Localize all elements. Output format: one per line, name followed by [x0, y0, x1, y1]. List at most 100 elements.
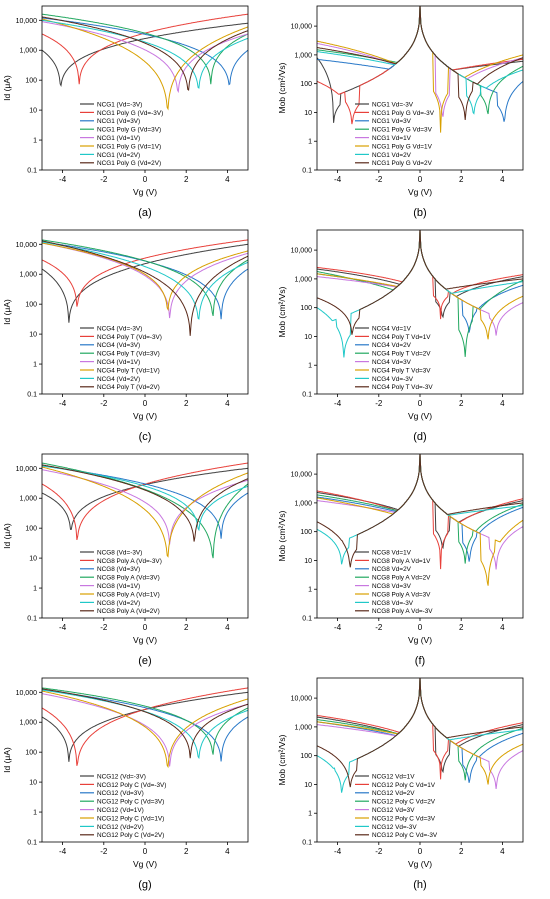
series-line: [42, 462, 248, 559]
y-axis-label: Mob (cm²/Vs): [277, 510, 287, 561]
series-line: [42, 693, 248, 767]
legend-entry: NCG4 Vd=-3V: [372, 376, 414, 383]
x-tick-label: 2: [459, 399, 464, 408]
y-axis-label: Mob (cm²/Vs): [277, 734, 287, 785]
legend-entry: NCG12 Poly C (Vd=-3V): [97, 782, 166, 789]
series-line: [317, 454, 523, 568]
series-line: [317, 678, 523, 785]
panel-caption: (e): [138, 655, 151, 667]
legend-entry: NCG12 (Vd=-3V): [97, 773, 146, 780]
legend-entry: NCG1 (Vd=1V): [97, 135, 140, 142]
legend-entry: NCG1 Poly G Vd=3V: [372, 127, 433, 134]
y-tick-label: 0.1: [27, 168, 37, 175]
legend-entry: NCG1 (Vd=2V): [97, 152, 140, 159]
y-axis-label: Id (μA): [2, 747, 12, 773]
y-tick-label: 0.1: [27, 616, 37, 623]
legend-entry: NCG1 Poly G (Vd=3V): [97, 127, 161, 134]
series-line: [317, 230, 523, 340]
series-line: [42, 243, 248, 323]
x-axis-label: Vg (V): [133, 187, 157, 197]
x-tick-label: -4: [334, 399, 342, 408]
legend-entry: NCG8 Vd=-3V: [372, 600, 414, 607]
legend-entry: NCG12 Poly C Vd=1V: [372, 782, 436, 789]
y-tick-label: 100: [300, 81, 312, 88]
series-line: [42, 466, 248, 558]
y-axis-label: Mob (cm²/Vs): [277, 62, 287, 113]
y-tick-label: 10: [29, 556, 37, 563]
x-tick-label: -4: [334, 847, 342, 856]
legend-entry: NCG12 (Vd=2V): [97, 824, 144, 831]
series-line: [317, 6, 523, 115]
series-line: [42, 13, 248, 85]
y-tick-label: 100: [25, 302, 37, 309]
y-tick-label: 1: [33, 362, 37, 369]
x-tick-label: -2: [375, 175, 383, 184]
series-line: [317, 454, 523, 586]
series-line: [42, 239, 248, 317]
series-line: [317, 230, 523, 336]
legend-entry: NCG12 Poly C (Vd=3V): [97, 799, 164, 806]
y-tick-label: 1,000: [19, 48, 37, 55]
legend-entry: NCG8 Poly A Vd=2V: [372, 575, 431, 582]
series-line: [317, 454, 523, 562]
series-line: [317, 6, 523, 125]
y-tick-label: 1: [308, 139, 312, 146]
panel-caption: (d): [413, 431, 426, 443]
legend-entry: NCG1 Vd=1V: [372, 135, 412, 142]
legend-entry: NCG1 Vd=2V: [372, 152, 412, 159]
series-line: [317, 454, 523, 570]
legend: NCG1 (Vd=-3V)NCG1 Poly G (Vd=-3V)NCG1 (V…: [80, 101, 163, 167]
legend-entry: NCG12 Poly C Vd=3V: [372, 815, 436, 822]
legend-entry: NCG8 Vd=2V: [372, 566, 412, 573]
legend-entry: NCG1 (Vd=-3V): [97, 101, 142, 108]
y-tick-label: 10,000: [291, 24, 313, 31]
x-tick-label: -2: [375, 623, 383, 632]
series-line: [317, 230, 523, 319]
legend-entry: NCG1 Poly G (Vd=2V): [97, 160, 161, 167]
series-line: [42, 690, 248, 769]
x-tick-label: 0: [418, 623, 423, 632]
x-axis-label: Vg (V): [133, 411, 157, 421]
y-tick-label: 10: [29, 780, 37, 787]
y-tick-label: 100: [25, 750, 37, 757]
x-tick-label: -4: [59, 399, 67, 408]
x-tick-label: 0: [418, 175, 423, 184]
y-tick-label: 1,000: [294, 52, 312, 59]
legend-entry: NCG8 Vd=3V: [372, 583, 412, 590]
chart-panel: -4 -2 0 2 4 0.1 1 10 100 1,000 10,000 Vg (V) Mob (cm…: [277, 453, 524, 667]
series-line: [317, 678, 523, 793]
series-line: [42, 240, 248, 336]
x-axis-label: Vg (V): [408, 411, 432, 421]
y-tick-label: 10,000: [16, 242, 38, 249]
series-line: [42, 17, 248, 86]
x-tick-label: 2: [184, 623, 189, 632]
legend-entry: NCG12 Poly C (Vd=2V): [97, 832, 164, 839]
x-axis-label: Vg (V): [408, 859, 432, 869]
legend-entry: NCG8 (Vd=1V): [97, 583, 140, 590]
x-tick-label: -2: [100, 175, 108, 184]
series-line: [42, 18, 248, 111]
y-tick-label: 100: [25, 526, 37, 533]
y-tick-label: 1: [33, 586, 37, 593]
y-tick-label: 10,000: [16, 18, 38, 25]
y-axis-label: Id (μA): [2, 299, 12, 325]
y-tick-label: 1,000: [294, 724, 312, 731]
series-line: [42, 16, 248, 91]
legend: NCG12 (Vd=-3V) NCG12 Poly C (Vd=-3V) NCG12…: [80, 773, 166, 839]
panel-caption: (a): [138, 207, 151, 219]
series-line: [317, 678, 523, 780]
legend-entry: NCG4 Vd=2V: [372, 342, 412, 349]
chart-panel: -4 -2 0 2 4 0.1 1 10 100 1,000 10,000 Vg (V) Id (μA)…: [2, 5, 249, 219]
legend: NCG8 (Vd=-3V)NCG8 Poly A (Vd=-3V)NCG8 (V…: [80, 549, 162, 615]
series-line: [42, 242, 248, 312]
x-tick-label: -2: [100, 399, 108, 408]
y-tick-label: 1,000: [19, 720, 37, 727]
y-tick-label: 10,000: [291, 472, 313, 479]
x-axis-label: Vg (V): [408, 187, 432, 197]
series-line: [42, 241, 248, 320]
x-tick-label: 2: [184, 175, 189, 184]
y-tick-label: 0.1: [302, 840, 312, 847]
x-tick-label: 4: [225, 399, 230, 408]
y-tick-label: 10: [304, 334, 312, 341]
x-tick-label: -4: [334, 175, 342, 184]
